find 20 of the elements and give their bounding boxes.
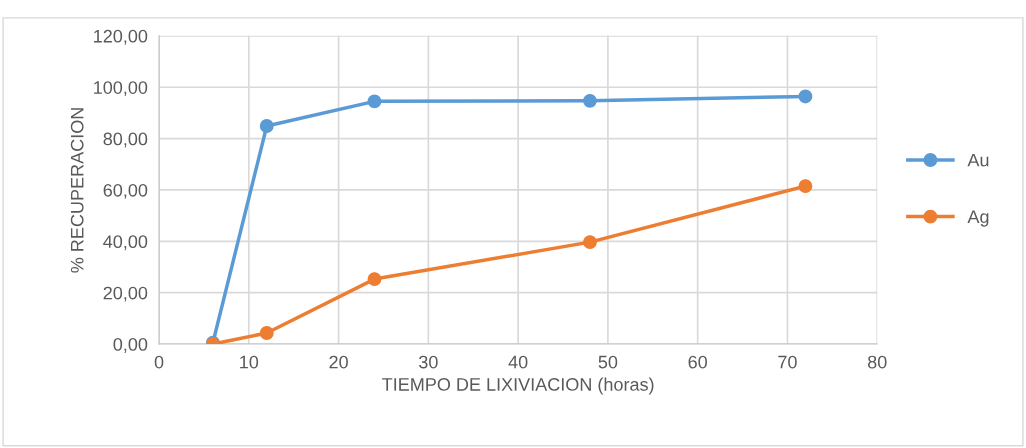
x-tick-label: 60 <box>688 355 708 369</box>
x-tick-label: 0 <box>154 355 164 369</box>
x-tick-label: 80 <box>867 355 887 369</box>
x-axis-title: TIEMPO DE LIXIVIACION (horas) <box>382 377 654 395</box>
y-tick-label: 60,00 <box>103 183 148 199</box>
x-tick-label: 70 <box>778 355 797 369</box>
y-axis-title: % RECUPERACION <box>70 108 84 273</box>
x-tick-label: 30 <box>419 355 438 369</box>
y-tick-label: 40,00 <box>103 235 148 251</box>
x-tick-label: 50 <box>598 355 618 369</box>
y-tick-label: 80,00 <box>103 132 148 148</box>
y-tick-label: 0,00 <box>113 338 148 353</box>
y-tick-label: 120,00 <box>94 29 148 45</box>
legend-label: Au <box>967 153 989 167</box>
y-tick-label: 100,00 <box>94 81 148 97</box>
x-tick-label: 10 <box>240 355 259 369</box>
y-tick-label: 20,00 <box>103 286 148 302</box>
legend-label: Ag <box>967 210 989 227</box>
x-tick-label: 40 <box>508 355 528 369</box>
x-tick-label: 20 <box>329 355 348 369</box>
